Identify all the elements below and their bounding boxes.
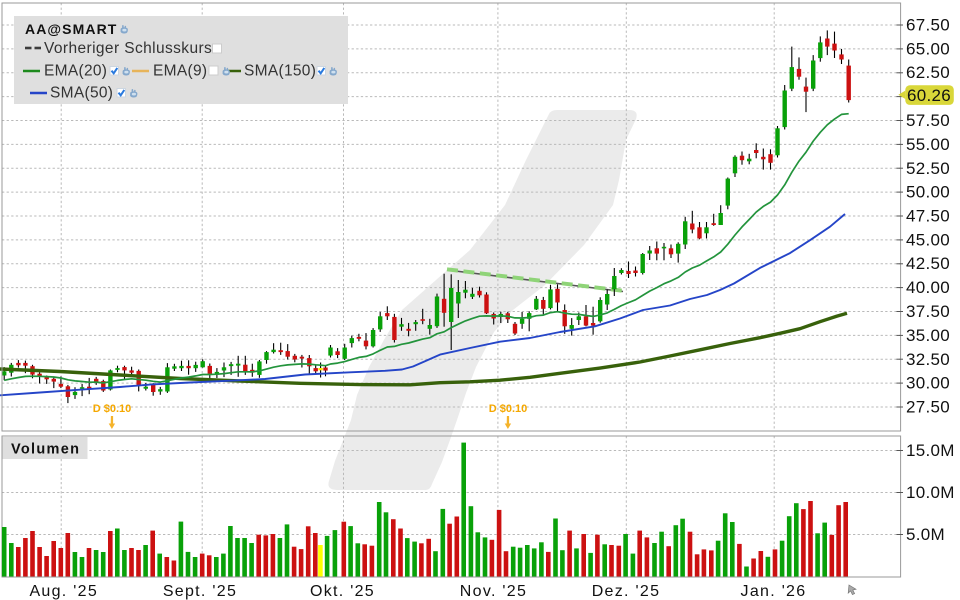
- svg-text:30.00: 30.00: [906, 374, 950, 393]
- svg-text:D $0.10: D $0.10: [489, 403, 528, 415]
- svg-text:EMA(9): EMA(9): [153, 63, 207, 80]
- svg-text:47.50: 47.50: [906, 207, 950, 226]
- svg-text:27.50: 27.50: [906, 398, 950, 417]
- svg-text:Vorheriger Schlusskurs: Vorheriger Schlusskurs: [44, 40, 212, 57]
- svg-text:Okt. '25: Okt. '25: [310, 583, 375, 600]
- svg-text:42.50: 42.50: [906, 254, 950, 273]
- svg-text:65.00: 65.00: [906, 39, 950, 58]
- svg-text:15.0M: 15.0M: [906, 441, 955, 460]
- svg-text:67.50: 67.50: [906, 16, 950, 35]
- svg-text:SMA(150): SMA(150): [244, 63, 316, 80]
- svg-text:60.26: 60.26: [907, 86, 951, 105]
- svg-text:45.00: 45.00: [906, 230, 950, 249]
- svg-text:D $0.10: D $0.10: [93, 403, 132, 415]
- svg-text:40.00: 40.00: [906, 278, 950, 297]
- svg-text:57.50: 57.50: [906, 111, 950, 130]
- svg-text:AA@SMART: AA@SMART: [25, 21, 117, 37]
- svg-text:5.0M: 5.0M: [906, 525, 945, 544]
- svg-text:SMA(50): SMA(50): [50, 85, 113, 102]
- svg-text:37.50: 37.50: [906, 302, 950, 321]
- svg-text:Dez. '25: Dez. '25: [592, 583, 661, 600]
- svg-text:32.50: 32.50: [906, 350, 950, 369]
- svg-text:Nov. '25: Nov. '25: [460, 583, 527, 600]
- svg-text:52.50: 52.50: [906, 159, 950, 178]
- svg-text:Aug. '25: Aug. '25: [29, 583, 98, 600]
- svg-text:62.50: 62.50: [906, 63, 950, 82]
- svg-text:35.00: 35.00: [906, 326, 950, 345]
- svg-text:50.00: 50.00: [906, 183, 950, 202]
- svg-text:Jan. '26: Jan. '26: [741, 583, 807, 600]
- svg-text:EMA(20): EMA(20): [44, 63, 107, 80]
- svg-text:55.00: 55.00: [906, 135, 950, 154]
- svg-text:Volumen: Volumen: [11, 442, 80, 458]
- svg-text:10.0M: 10.0M: [906, 483, 955, 502]
- svg-text:Sept. '25: Sept. '25: [163, 583, 237, 600]
